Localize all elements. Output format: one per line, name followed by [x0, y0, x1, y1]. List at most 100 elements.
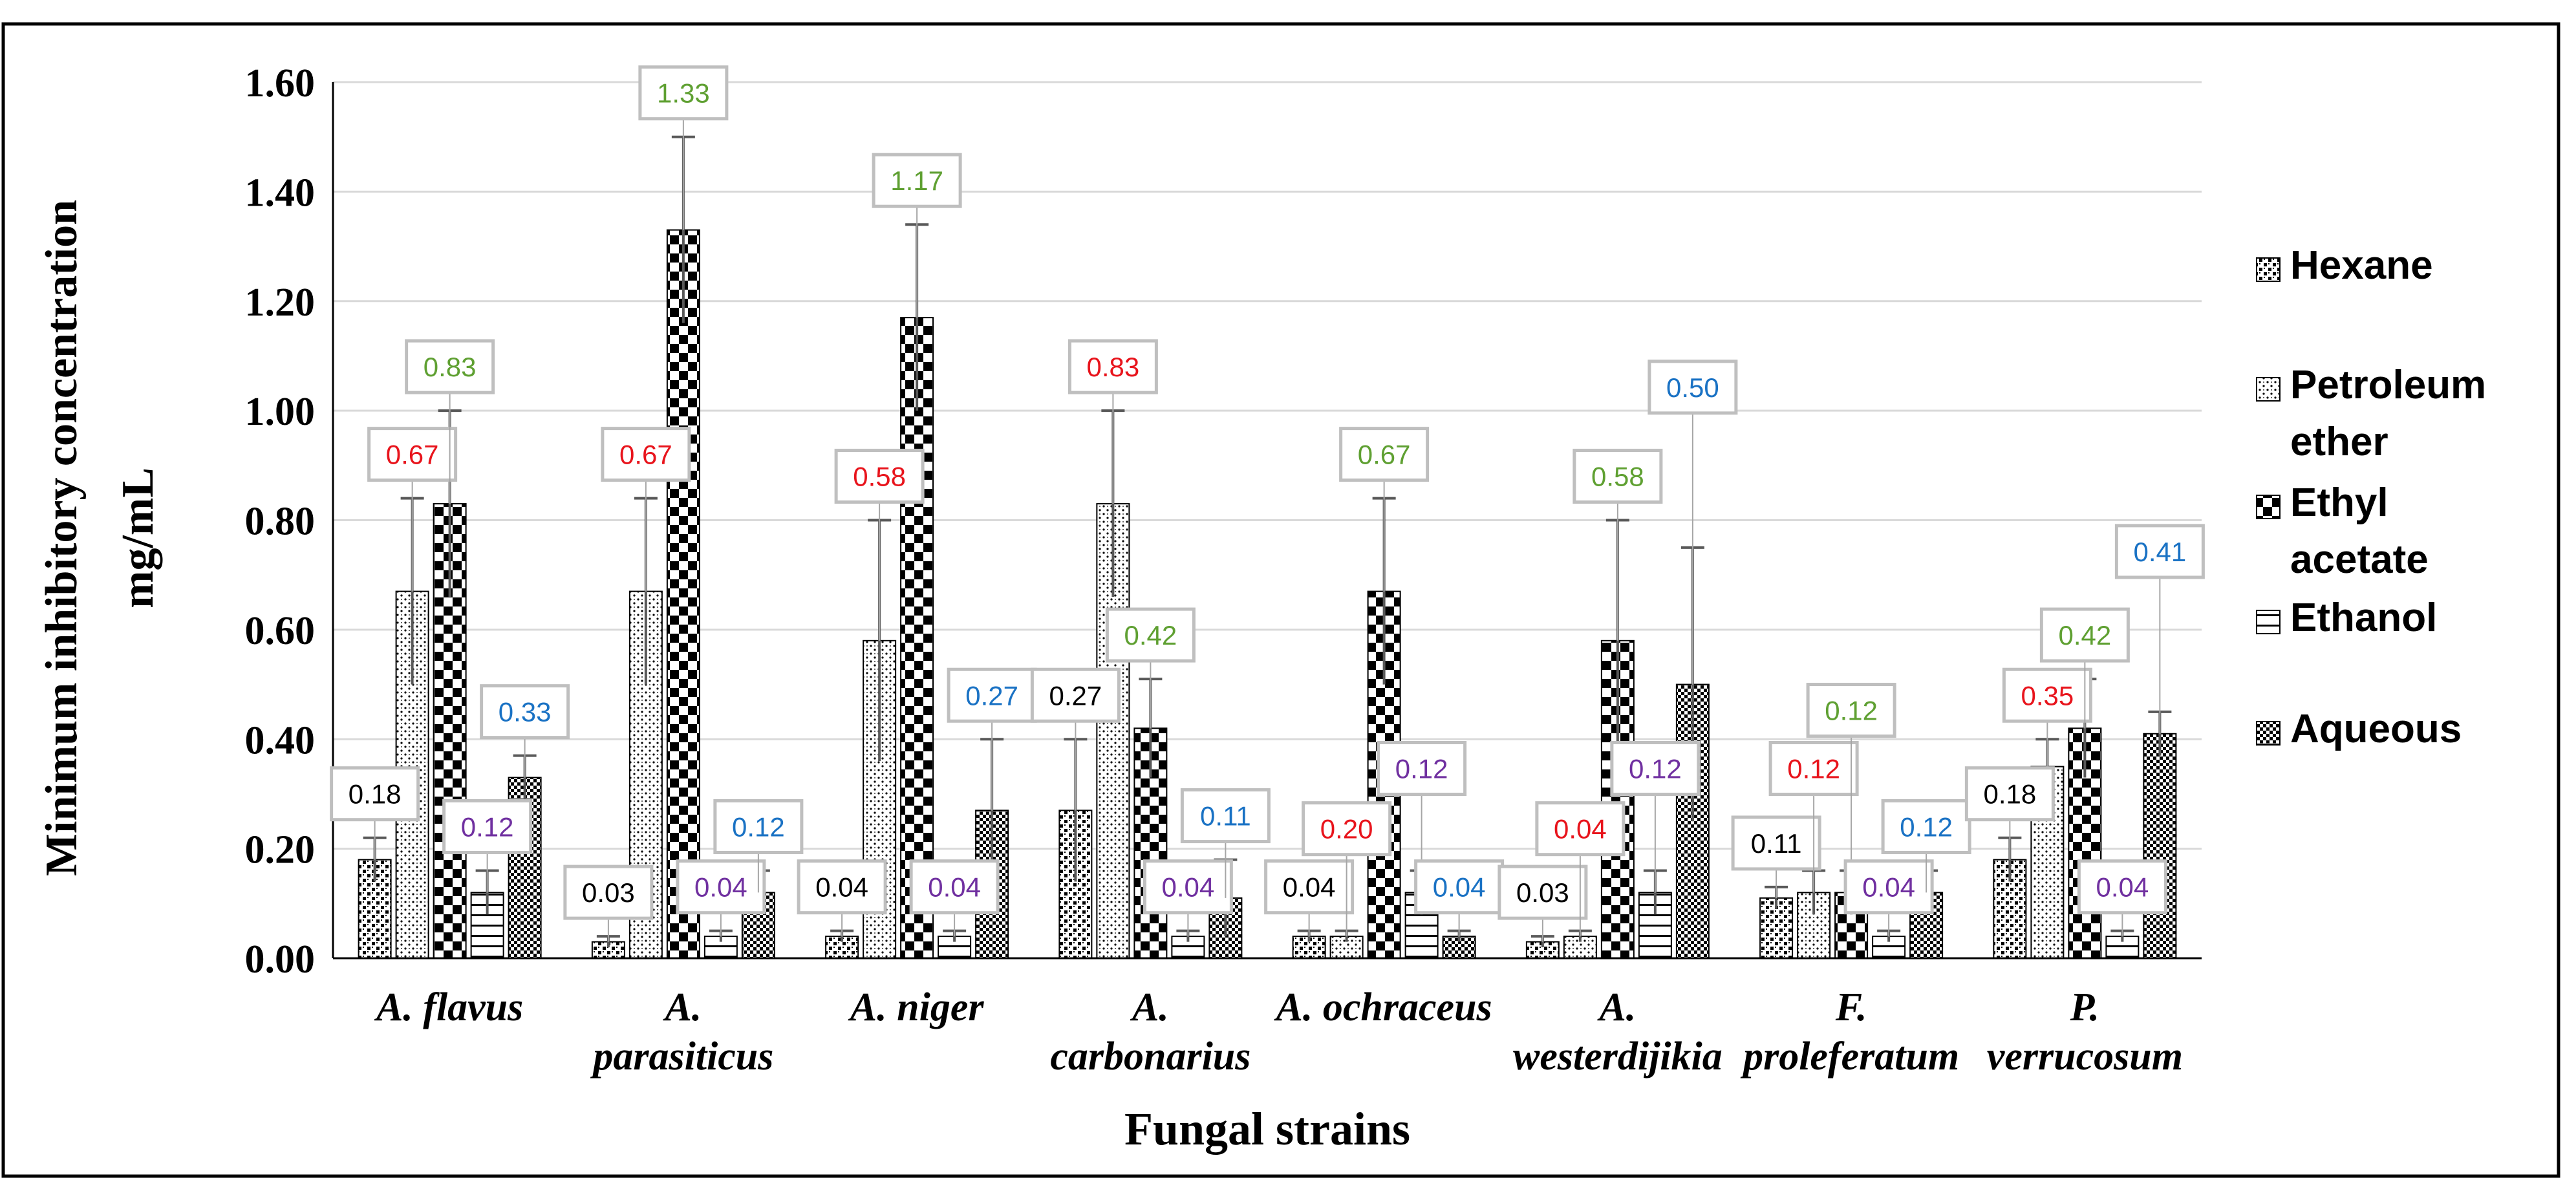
x-category-label: verrucosum [1987, 1035, 2183, 1079]
data-label-box [1105, 607, 1196, 663]
data-label-box [872, 153, 962, 208]
x-category-label: A. ochraceus [1274, 985, 1492, 1029]
data-label: 0.83 [1087, 352, 1140, 382]
data-label-box [909, 859, 1000, 915]
data-label: 0.04 [815, 872, 868, 903]
y-tick-label: 0.80 [245, 500, 316, 544]
legend-label: Aqueous [2290, 707, 2462, 751]
x-axis-categories: A. flavus A. parasiticus A. niger A. carbonar… [374, 985, 2183, 1079]
data-label-box [442, 799, 533, 854]
data-label-box [1731, 815, 1821, 871]
data-label: 0.42 [2059, 620, 2112, 650]
y-axis-title-line-2: mg/mL [113, 467, 163, 608]
data-label-box [1648, 360, 1738, 415]
data-label: 0.42 [1124, 620, 1177, 650]
x-category-label: carbonarius [1050, 1035, 1250, 1079]
x-category-label: proleferatum [1740, 1035, 1959, 1079]
data-label-box [405, 339, 495, 394]
chart-frame [1, 22, 2560, 1178]
y-tick-label: 0.40 [245, 718, 316, 762]
x-category-label: F. [1835, 985, 1867, 1029]
data-label: 0.12 [1825, 696, 1878, 726]
data-label: 0.04 [1283, 872, 1336, 903]
data-label-box [1881, 799, 1971, 854]
data-label: 0.27 [965, 680, 1018, 711]
data-label-box [1302, 801, 1392, 857]
data-label-box [563, 864, 654, 920]
data-label: 0.41 [2134, 537, 2187, 567]
data-label: 0.67 [1358, 440, 1411, 470]
y-tick-label: 0.20 [245, 828, 316, 872]
x-category-label: A. flavus [374, 985, 523, 1029]
data-label-box [1535, 801, 1626, 857]
legend-label: Ethyl [2290, 480, 2388, 525]
data-label: 0.11 [1751, 828, 1802, 859]
data-label-box [2039, 607, 2130, 663]
data-label: 0.35 [2021, 680, 2074, 711]
y-axis-title-line-1: Minimum inhibitory concentration [37, 200, 87, 876]
data-label: 0.03 [1516, 877, 1569, 908]
data-label: 0.04 [694, 872, 747, 903]
legend: Hexane Petroleum ether Ethyl acetate Ethanol A… [2256, 243, 2486, 751]
y-axis-ticks: 0.00 0.20 0.40 0.60 0.80 1.00 1.20 1.40 1.60 [245, 61, 316, 982]
data-label-box [1843, 859, 1934, 915]
x-category-label: P. [2070, 985, 2099, 1029]
bar [666, 229, 700, 959]
x-category-label: A. [1596, 985, 1636, 1029]
y-tick-label: 1.00 [245, 390, 316, 434]
data-label: 0.03 [582, 877, 635, 908]
y-tick-label: 0.60 [245, 609, 316, 653]
data-label-box [1964, 766, 2055, 822]
data-label: 0.04 [928, 872, 981, 903]
data-label-box [480, 684, 570, 740]
data-label-box [834, 449, 925, 504]
data-label: 0.12 [1395, 754, 1448, 784]
data-label-box [601, 427, 691, 482]
data-label: 0.12 [1787, 754, 1840, 784]
data-label-box [1030, 667, 1121, 723]
data-label-box [1497, 864, 1588, 920]
data-label: 0.04 [1554, 814, 1607, 844]
data-label: 0.04 [2096, 872, 2149, 903]
legend-swatch [2256, 377, 2281, 402]
data-label: 0.67 [619, 440, 672, 470]
x-axis-title: Fungal strains [1124, 1103, 1410, 1155]
data-labels: 0.18 0.67 0.83 0.12 0.33 0.03 0.67 1.33 0.04 0.12… [330, 65, 2205, 942]
legend-label: Ethanol [2290, 596, 2437, 640]
data-label: 1.17 [890, 166, 943, 196]
legend-swatch [2256, 721, 2281, 746]
x-category-label: A. niger [848, 985, 985, 1029]
data-label-box [1768, 741, 1859, 796]
legend-label: Hexane [2290, 243, 2433, 288]
data-label: 0.67 [386, 440, 439, 470]
y-tick-label: 1.60 [245, 61, 316, 105]
data-label: 0.18 [1984, 779, 2037, 810]
data-label: 0.04 [1433, 872, 1486, 903]
data-label: 0.11 [1200, 801, 1251, 832]
data-label-box [1143, 859, 1233, 915]
legend-label: Petroleum [2290, 363, 2486, 407]
data-label-box [2077, 859, 2167, 915]
data-label-box [1339, 427, 1430, 482]
data-label: 0.18 [349, 779, 402, 810]
data-label: 0.58 [1591, 462, 1644, 492]
data-label: 1.33 [657, 78, 710, 109]
data-label: 0.12 [732, 812, 785, 842]
data-label-box [1377, 741, 1467, 796]
y-tick-label: 1.20 [245, 281, 316, 325]
legend-swatch [2256, 257, 2281, 282]
data-label-box [1068, 339, 1158, 394]
data-label: 0.20 [1320, 814, 1373, 844]
data-label: 0.12 [461, 812, 514, 842]
data-label: 0.33 [499, 697, 552, 727]
data-label: 0.12 [1900, 812, 1953, 842]
data-label: 0.58 [853, 462, 906, 492]
legend-label: acetate [2290, 537, 2429, 582]
data-label-box [1180, 788, 1271, 844]
data-label-box [676, 859, 766, 915]
data-label-box [1264, 859, 1355, 915]
x-category-label: westerdijikia [1513, 1035, 1723, 1079]
data-label: 0.27 [1049, 680, 1102, 711]
data-label-box [713, 799, 804, 854]
legend-swatch [2256, 610, 2281, 634]
